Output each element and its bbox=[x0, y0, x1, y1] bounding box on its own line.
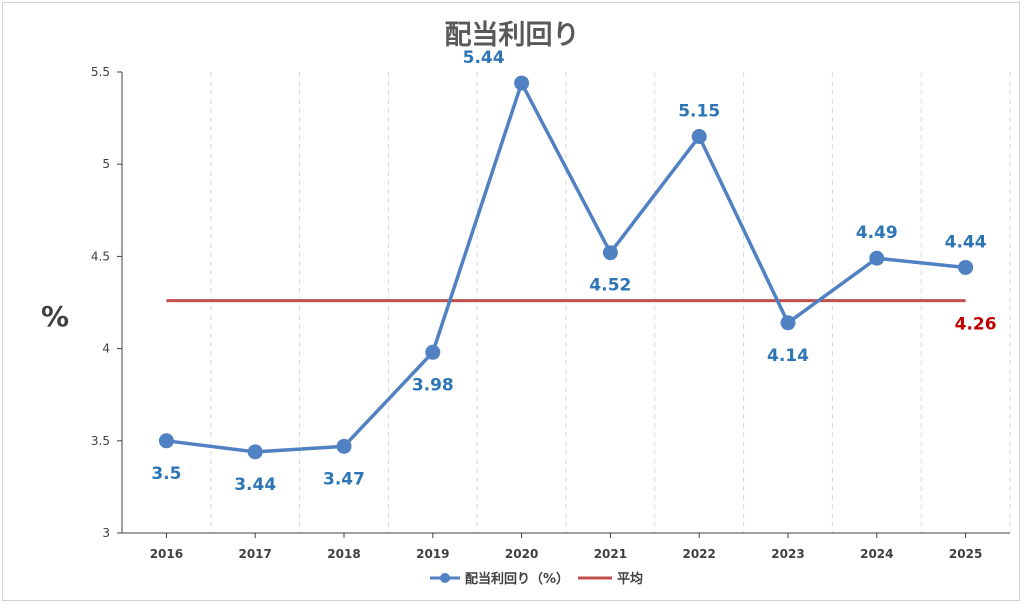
data-point bbox=[958, 259, 974, 275]
data-label: 3.47 bbox=[323, 469, 365, 489]
x-tick-label: 2016 bbox=[150, 547, 183, 561]
x-tick-label: 2024 bbox=[860, 547, 893, 561]
x-tick-label: 2021 bbox=[594, 547, 627, 561]
y-tick-label: 4 bbox=[102, 342, 110, 356]
y-tick-labels: 3 3.5 4 4.5 5 5.5 bbox=[91, 65, 110, 540]
data-label: 4.49 bbox=[856, 223, 898, 243]
y-tick-label: 3 bbox=[102, 526, 110, 540]
x-tick-label: 2018 bbox=[327, 547, 360, 561]
data-point bbox=[514, 75, 530, 91]
y-tick-label: 3.5 bbox=[91, 434, 110, 448]
data-label: 3.5 bbox=[151, 464, 181, 484]
data-point bbox=[602, 245, 618, 261]
x-tick-label: 2017 bbox=[238, 547, 271, 561]
grid-lines bbox=[210, 72, 1011, 533]
x-tick-label: 2020 bbox=[505, 547, 538, 561]
legend-label-average: 平均 bbox=[617, 571, 643, 587]
x-tick-labels: 2016 2017 2018 2019 2020 2021 2022 2023 2024 2025 bbox=[150, 547, 983, 561]
y-tick-label: 5.5 bbox=[91, 65, 110, 79]
legend-label-yield: 配当利回り（%） bbox=[465, 571, 569, 587]
average-series: 4.26 bbox=[166, 299, 997, 335]
dividend-yield-series: 3.5 3.44 3.47 3.98 5.44 4.52 5.15 4.14 4.49 4.44 bbox=[151, 48, 986, 495]
y-tick-label: 5 bbox=[102, 157, 110, 171]
data-label: 4.14 bbox=[767, 346, 809, 366]
data-point bbox=[691, 129, 707, 145]
x-tick-label: 2019 bbox=[416, 547, 449, 561]
legend-marker-yield bbox=[440, 573, 450, 583]
axes bbox=[117, 71, 1010, 538]
data-point bbox=[158, 433, 174, 449]
data-label: 4.44 bbox=[945, 232, 987, 252]
chart-title: 配当利回り bbox=[445, 20, 580, 51]
x-tick-label: 2023 bbox=[771, 547, 804, 561]
legend: 配当利回り（%） 平均 bbox=[430, 571, 643, 587]
y-tick-label: 4.5 bbox=[91, 249, 110, 263]
series-line bbox=[166, 81, 966, 454]
y-axis-label: % bbox=[41, 300, 69, 333]
x-tick-label: 2022 bbox=[682, 547, 715, 561]
data-label: 4.52 bbox=[589, 276, 631, 296]
data-label: 3.98 bbox=[412, 375, 454, 395]
data-point bbox=[869, 250, 885, 266]
data-label: 5.44 bbox=[463, 48, 505, 68]
data-point bbox=[780, 315, 796, 331]
x-tick-label: 2025 bbox=[949, 547, 982, 561]
average-data-label: 4.26 bbox=[955, 315, 997, 335]
data-point bbox=[336, 438, 352, 454]
data-point bbox=[247, 444, 263, 460]
data-point bbox=[425, 344, 441, 360]
data-label: 3.44 bbox=[234, 475, 276, 495]
data-label: 5.15 bbox=[678, 102, 720, 122]
